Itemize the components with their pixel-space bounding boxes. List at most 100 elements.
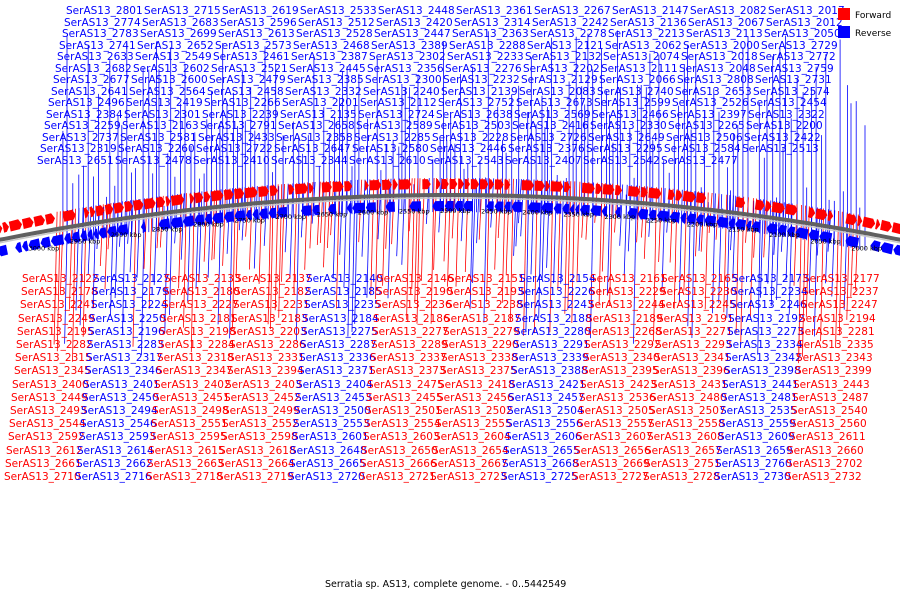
reverse-connector [253, 186, 258, 269]
gene-label-bottom: SerAS13_2193 [447, 286, 524, 298]
gene-label-bottom: SerAS13_2554 [364, 418, 441, 430]
forward-gene-arrow [133, 199, 144, 211]
reverse-gene-arrow [541, 202, 553, 214]
gene-label-top: SerAS13_2074 [603, 51, 680, 63]
gene-label-top: SerAS13_2740 [597, 86, 674, 98]
reverse-gene-arrow [656, 210, 670, 222]
forward-connector [143, 197, 148, 269]
forward-gene-arrow [369, 180, 382, 191]
gene-label-bottom: SerAS13_2615 [148, 445, 225, 457]
gene-label-top: SerAS13_2332 [285, 86, 362, 98]
gene-label-bottom: SerAS13_2191 [657, 313, 734, 325]
gene-label-bottom: SerAS13_2441 [722, 379, 799, 391]
forward-gene-arrow [244, 187, 258, 199]
backbone-outer [0, 193, 900, 242]
reverse-connector [289, 183, 294, 279]
reverse-connector [513, 178, 517, 256]
reverse-gene-arrow [728, 218, 735, 229]
forward-gene-arrow [521, 180, 534, 191]
gene-label-bottom: SerAS13_2291 [513, 339, 590, 351]
reverse-gene-arrow [569, 204, 575, 215]
gene-label-bottom: SerAS13_2395 [582, 365, 659, 377]
gene-label-bottom: SerAS13_2236 [375, 299, 452, 311]
gene-label-bottom: SerAS13_2475 [367, 379, 444, 391]
forward-gene-arrow [294, 183, 309, 195]
reverse-connector [785, 203, 790, 281]
forward-connector [430, 178, 435, 324]
reverse-connector [515, 178, 520, 247]
gene-label-bottom: SerAS13_2544 [9, 418, 86, 430]
forward-connector [232, 187, 236, 330]
gene-label-bottom: SerAS13_2279 [443, 326, 520, 338]
gene-label-top: SerAS13_2295 [586, 143, 663, 155]
gene-label-bottom: SerAS13_2716 [75, 471, 152, 483]
forward-swatch [838, 8, 850, 20]
reverse-gene-arrow [627, 208, 638, 219]
forward-gene-arrow [269, 185, 278, 197]
gene-label-bottom: SerAS13_2505 [578, 405, 655, 417]
gene-label-bottom: SerAS13_2604 [434, 431, 511, 443]
reverse-gene-arrow [365, 202, 376, 213]
forward-connector [643, 186, 648, 259]
forward-gene-arrow [104, 203, 114, 215]
gene-label-top: SerAS13_2737 [42, 132, 119, 144]
reverse-gene-arrow [553, 203, 562, 214]
gene-label-top: SerAS13_2239 [202, 109, 279, 121]
forward-connector [510, 178, 514, 322]
gene-label-bottom: SerAS13_2224 [91, 299, 168, 311]
gene-label-top: SerAS13_2448 [378, 5, 455, 17]
gene-label-top: SerAS13_2542 [583, 155, 660, 167]
gene-label-bottom: SerAS13_2280 [514, 326, 591, 338]
backbone-inner [0, 197, 900, 244]
reverse-gene-arrow [409, 201, 421, 212]
gene-label-top: SerAS13_2564 [129, 86, 206, 98]
forward-gene-arrow [862, 216, 876, 229]
forward-gene-arrow [545, 181, 550, 192]
forward-gene-arrow [223, 189, 234, 201]
gene-label-bottom: SerAS13_2611 [789, 431, 866, 443]
gene-label-top: SerAS13_2513 [742, 143, 819, 155]
gene-label-bottom: SerAS13_2338 [441, 352, 518, 364]
reverse-connector [396, 178, 401, 257]
reverse-gene-arrow [786, 226, 796, 238]
gene-label-bottom: SerAS13_2553 [293, 418, 370, 430]
gene-label-top: SerAS13_2652 [137, 40, 214, 52]
gene-label-bottom: SerAS13_2456 [437, 392, 514, 404]
reverse-gene-arrow [432, 201, 444, 212]
scale-tick-label: 2500 kbp [440, 207, 471, 215]
forward-gene-arrow [203, 191, 211, 203]
reverse-connector [295, 182, 300, 342]
gene-label-bottom: SerAS13_2609 [718, 431, 795, 443]
reverse-connector [767, 200, 772, 284]
forward-gene-arrow [785, 203, 798, 216]
gene-label-bottom: SerAS13_2423 [580, 379, 657, 391]
gene-label-top: SerAS13_2580 [352, 143, 429, 155]
gene-label-bottom: SerAS13_2133 [164, 273, 241, 285]
reverse-gene-arrow [601, 206, 608, 217]
reverse-gene-arrow [766, 223, 778, 235]
forward-gene-arrow [143, 198, 156, 210]
reverse-gene-arrow [182, 215, 195, 227]
forward-connector [222, 188, 226, 266]
scale-tick-label: 2650 kbp [317, 210, 348, 218]
gene-label-bottom: SerAS13_2331 [228, 352, 305, 364]
forward-connector [104, 203, 109, 290]
gene-label-top: SerAS13_2389 [371, 40, 448, 52]
gene-label-bottom: SerAS13_2293 [655, 339, 732, 351]
forward-gene-arrow [441, 179, 449, 189]
forward-connector [820, 208, 824, 342]
gene-label-bottom: SerAS13_2595 [150, 431, 227, 443]
forward-gene-arrow [494, 179, 504, 190]
gene-label-bottom: SerAS13_2730 [714, 471, 791, 483]
gene-label-bottom: SerAS13_2335 [797, 339, 874, 351]
forward-gene-arrow [62, 209, 76, 222]
gene-label-bottom: SerAS13_2396 [653, 365, 730, 377]
forward-connector [564, 180, 569, 314]
forward-gene-arrow [891, 222, 900, 235]
gene-label-bottom: SerAS13_2245 [659, 299, 736, 311]
gene-label-top: SerAS13_2726 [510, 132, 587, 144]
gene-label-bottom: SerAS13_2655 [503, 445, 580, 457]
reverse-gene-arrow [454, 201, 463, 211]
gene-label-top: SerAS13_2048 [679, 63, 756, 75]
